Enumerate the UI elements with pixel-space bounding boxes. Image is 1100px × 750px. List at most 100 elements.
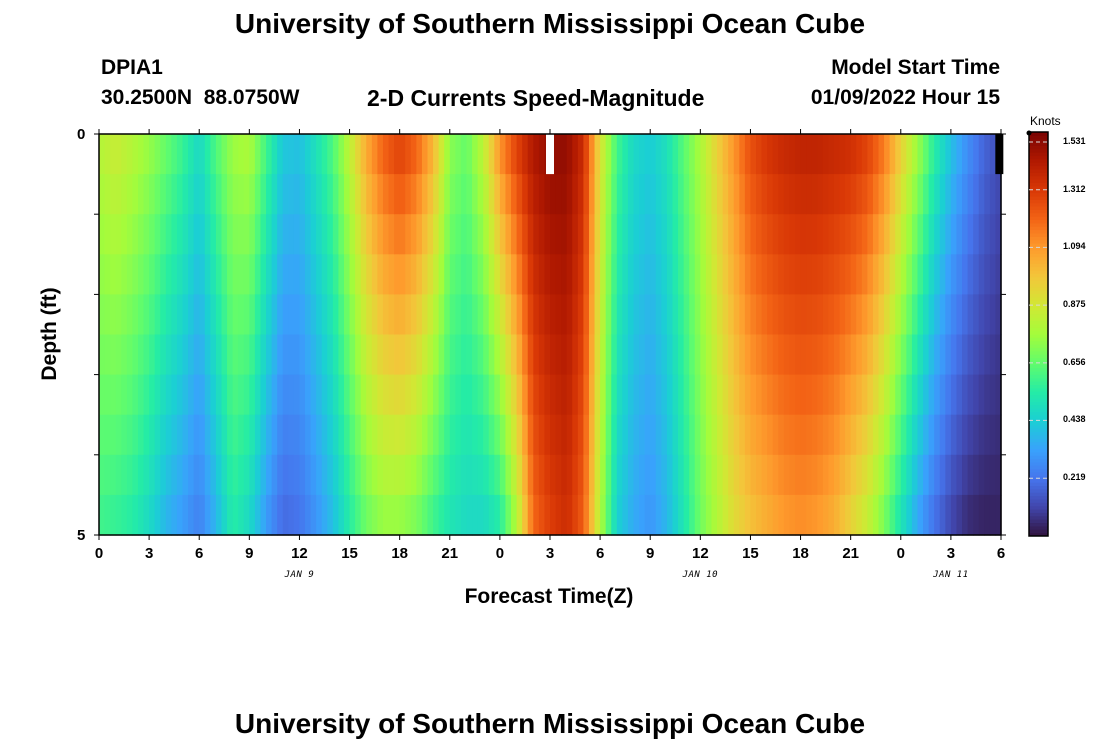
heatmap-cell <box>544 374 551 416</box>
heatmap-cell <box>689 454 696 496</box>
heatmap-cell <box>199 134 206 175</box>
heatmap-cell <box>199 334 206 376</box>
heatmap-cell <box>371 134 378 175</box>
heatmap-cell <box>561 374 568 416</box>
heatmap-cell <box>750 134 757 175</box>
heatmap-cell <box>438 294 445 336</box>
heatmap-cell <box>633 134 640 175</box>
heatmap-cell <box>845 134 852 175</box>
heatmap-cell <box>900 134 907 175</box>
heatmap-cell <box>911 174 919 215</box>
heatmap-cells <box>99 134 1002 536</box>
heatmap-cell <box>789 334 796 376</box>
heatmap-cell <box>616 374 623 416</box>
heatmap-cell <box>182 294 189 336</box>
heatmap-cell <box>455 254 462 295</box>
heatmap-cell <box>460 254 468 295</box>
heatmap-cell <box>193 214 200 255</box>
heatmap-cell <box>232 414 239 456</box>
heatmap-cell <box>939 254 946 295</box>
x-axis-title: Forecast Time(Z) <box>464 585 634 608</box>
heatmap-cell <box>382 454 390 496</box>
heatmap-cell <box>371 454 378 496</box>
heatmap-cell <box>388 374 395 416</box>
heatmap-cell <box>934 454 941 496</box>
heatmap-cell <box>884 254 891 295</box>
heatmap-cell <box>989 134 997 175</box>
heatmap-cell <box>588 454 596 496</box>
heatmap-cell <box>789 414 796 456</box>
heatmap-cell <box>416 254 423 295</box>
heatmap-cell <box>767 214 774 255</box>
heatmap-cell <box>405 334 412 376</box>
heatmap-cell <box>845 414 852 456</box>
heatmap-cell <box>310 294 317 336</box>
heatmap-cell <box>254 254 262 295</box>
heatmap-cell <box>689 414 696 456</box>
heatmap-cell <box>366 254 373 295</box>
heatmap-cell <box>165 214 172 255</box>
heatmap-cell <box>973 214 980 255</box>
heatmap-cell <box>533 174 540 215</box>
heatmap-cell <box>427 174 434 215</box>
heatmap-cell <box>817 454 824 496</box>
heatmap-cell <box>783 374 791 416</box>
colorbar-segment <box>1029 488 1048 493</box>
heatmap-cell <box>728 454 735 496</box>
heatmap-cell <box>666 494 674 536</box>
heatmap-cell <box>811 374 818 416</box>
heatmap-cell <box>355 254 362 295</box>
heatmap-cell <box>299 374 306 416</box>
heatmap-cell <box>756 334 763 376</box>
heatmap-cell <box>215 414 223 456</box>
heatmap-cell <box>271 454 278 496</box>
heatmap-cell <box>293 294 301 336</box>
heatmap-cell <box>934 254 941 295</box>
colorbar-segment <box>1029 394 1048 399</box>
heatmap-cell <box>878 134 885 175</box>
heatmap-cell <box>472 254 479 295</box>
heatmap-cell <box>911 454 919 496</box>
heatmap-cell <box>176 294 184 336</box>
colorbar-segment <box>1029 492 1048 497</box>
heatmap-cell <box>934 134 941 175</box>
heatmap-cell <box>839 134 846 175</box>
heatmap-cell <box>794 374 802 416</box>
heatmap-cell <box>555 334 562 376</box>
chart-title-top: University of Southern Mississippi Ocean… <box>234 8 866 39</box>
heatmap-cell <box>143 454 150 496</box>
heatmap-cell <box>137 494 145 536</box>
heatmap-cell <box>861 254 868 295</box>
heatmap-cell <box>277 334 284 376</box>
heatmap-cell <box>405 134 412 175</box>
heatmap-cell <box>666 414 674 456</box>
heatmap-cell <box>861 334 868 376</box>
heatmap-cell <box>444 454 451 496</box>
heatmap-cell <box>978 414 985 456</box>
heatmap-cell <box>900 294 907 336</box>
heatmap-cell <box>171 294 178 336</box>
heatmap-cell <box>154 134 161 175</box>
heatmap-cell <box>215 494 223 536</box>
heatmap-cell <box>566 414 573 456</box>
heatmap-cell <box>293 174 301 215</box>
heatmap-cell <box>767 494 774 536</box>
x-tick-label: 3 <box>946 545 956 562</box>
heatmap-cell <box>622 414 629 456</box>
heatmap-cell <box>694 374 701 416</box>
heatmap-cell <box>967 494 974 536</box>
heatmap-cell <box>967 454 974 496</box>
heatmap-cell <box>165 134 172 175</box>
heatmap-cell <box>867 494 874 536</box>
heatmap-cell <box>705 174 713 215</box>
heatmap-cell <box>115 454 122 496</box>
heatmap-cell <box>733 214 740 255</box>
heatmap-cell <box>499 414 507 456</box>
colorbar-segment <box>1029 253 1048 258</box>
heatmap-cell <box>382 334 390 376</box>
heatmap-cell <box>627 494 635 536</box>
heatmap-cell <box>160 134 167 175</box>
heatmap-cell <box>126 174 134 215</box>
heatmap-cell <box>288 414 295 456</box>
heatmap-cell <box>895 374 902 416</box>
